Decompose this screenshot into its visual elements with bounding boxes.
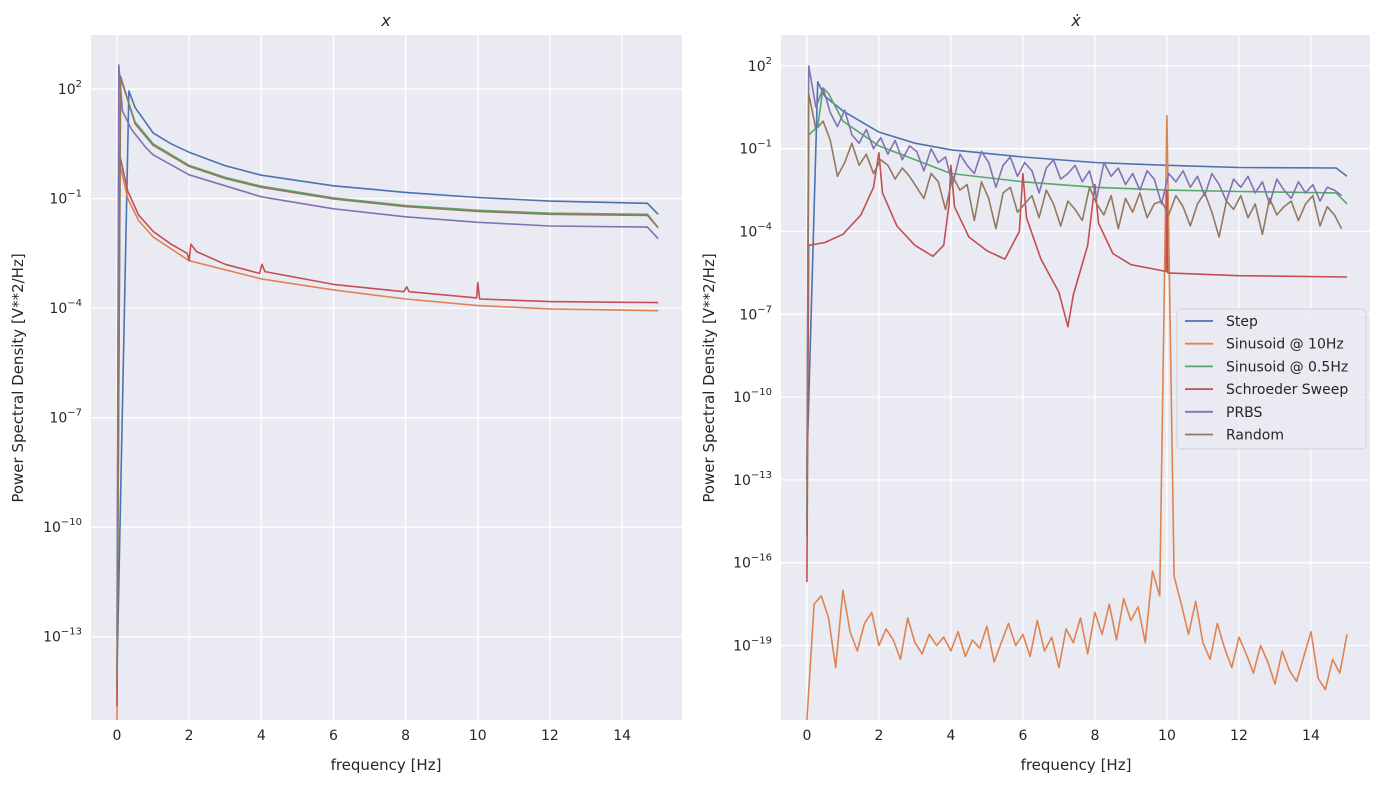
right-plot-title: ẋ — [1070, 11, 1081, 30]
y-tick-label: 10−1 — [739, 139, 772, 158]
y-tick-label: 10−4 — [739, 222, 772, 241]
legend-entry: Schroeder Sweep — [1226, 382, 1348, 398]
y-tick-label: 10−13 — [733, 470, 772, 489]
y-tick-label: 10−10 — [43, 517, 82, 536]
legend-entry: PRBS — [1226, 405, 1263, 421]
plot-area — [91, 35, 682, 720]
left-plot-x: x frequency [Hz] Power Spectral Density … — [9, 11, 682, 774]
series-line-schroeder-sweep — [116, 150, 659, 707]
left-x-axis-label: frequency [Hz] — [331, 756, 442, 774]
x-tick-label: 2 — [185, 728, 194, 744]
legend-entry: Random — [1226, 428, 1284, 444]
series-line-sinusoid-10hz — [116, 159, 659, 720]
x-tick-label: 4 — [946, 728, 955, 744]
y-tick-label: 10−1 — [49, 189, 82, 208]
x-tick-label: 10 — [1158, 728, 1176, 744]
x-tick-label: 4 — [257, 728, 266, 744]
legend-entry: Step — [1226, 314, 1258, 330]
x-tick-label: 10 — [469, 728, 487, 744]
x-tick-label: 0 — [802, 728, 811, 744]
series-line-prbs — [116, 64, 659, 637]
series-line-random — [116, 75, 659, 681]
y-tick-label: 102 — [748, 56, 772, 75]
y-tick-label: 10−19 — [733, 635, 772, 654]
left-y-axis-label: Power Spectral Density [V**2/Hz] — [9, 253, 27, 502]
y-tick-label: 10−13 — [43, 627, 82, 646]
x-tick-label: 6 — [329, 728, 338, 744]
x-tick-label: 14 — [1302, 728, 1320, 744]
y-tick-label: 102 — [58, 79, 82, 98]
x-tick-label: 12 — [1230, 728, 1248, 744]
x-tick-label: 12 — [541, 728, 559, 744]
y-tick-label: 10−4 — [49, 298, 82, 317]
x-tick-label: 14 — [613, 728, 631, 744]
y-tick-label: 10−16 — [733, 553, 772, 572]
y-tick-label: 10−7 — [49, 408, 82, 427]
legend-entry: Sinusoid @ 10Hz — [1226, 337, 1344, 353]
series-line-sinusoid-10hz — [806, 114, 1348, 720]
y-tick-label: 10−7 — [739, 304, 772, 323]
x-tick-label: 8 — [1090, 728, 1099, 744]
x-tick-label: 2 — [874, 728, 883, 744]
legend: Step Sinusoid @ 10Hz Sinusoid @ 0.5Hz Schro… — [1176, 308, 1367, 450]
left-plot-title: x — [380, 11, 391, 30]
series-line-prbs — [806, 65, 1343, 480]
right-plot-xdot: ẋ frequency [Hz] Power Spectral Density … — [700, 11, 1370, 774]
series-line-random — [806, 92, 1343, 522]
x-tick-label: 0 — [113, 728, 122, 744]
x-tick-label: 8 — [401, 728, 410, 744]
right-x-axis-label: frequency [Hz] — [1021, 756, 1132, 774]
y-tick-label: 10−10 — [733, 387, 772, 406]
series-line-step — [116, 90, 659, 674]
legend-box — [1176, 308, 1367, 450]
series-line-schroeder-sweep — [806, 152, 1348, 583]
right-y-axis-label: Power Spectral Density [V**2/Hz] — [700, 253, 718, 502]
legend-entry: Sinusoid @ 0.5Hz — [1226, 359, 1348, 375]
x-tick-label: 6 — [1018, 728, 1027, 744]
series-line-sinusoid-0-5hz — [806, 87, 1348, 536]
